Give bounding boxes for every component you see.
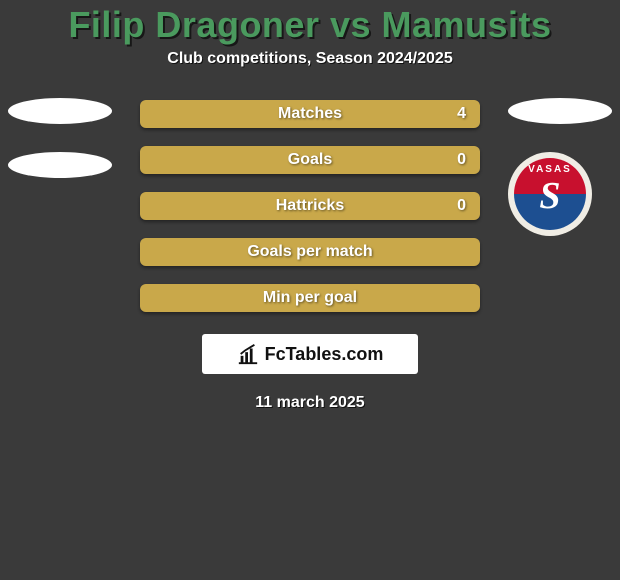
bar-value: 0 (457, 197, 466, 215)
bar-label: Goals per match (247, 243, 372, 261)
right-club-badges: VASAS S (508, 98, 612, 236)
stat-bars: Matches 4 Goals 0 Hattricks 0 Goals per … (140, 100, 480, 312)
bar-value: 0 (457, 151, 466, 169)
bar-value: 4 (457, 105, 466, 123)
bar-matches: Matches 4 (140, 100, 480, 128)
comparison-infographic: Filip Dragoner vs Mamusits Club competit… (0, 0, 620, 580)
left-club-badges (8, 98, 112, 206)
bar-goals-per-match: Goals per match (140, 238, 480, 266)
bar-label: Goals (288, 151, 332, 169)
footer-date: 11 march 2025 (255, 394, 364, 412)
bar-label: Matches (278, 105, 342, 123)
bar-hattricks: Hattricks 0 (140, 192, 480, 220)
left-badge-placeholder-2 (8, 152, 112, 178)
page-title: Filip Dragoner vs Mamusits (68, 4, 551, 46)
brand-text: FcTables.com (265, 344, 384, 365)
left-badge-placeholder-1 (8, 98, 112, 124)
right-club-crest: VASAS S (508, 152, 592, 236)
stats-area: VASAS S Matches 4 Goals 0 Hattricks 0 Go… (0, 100, 620, 312)
bar-goals: Goals 0 (140, 146, 480, 174)
subtitle: Club competitions, Season 2024/2025 (167, 50, 452, 68)
bar-min-per-goal: Min per goal (140, 284, 480, 312)
brand-badge: FcTables.com (202, 334, 418, 374)
bar-label: Min per goal (263, 289, 357, 307)
right-badge-placeholder (508, 98, 612, 124)
crest-monogram: S (539, 174, 560, 218)
bar-label: Hattricks (276, 197, 344, 215)
crest-inner: VASAS S (514, 158, 586, 230)
bar-chart-icon (237, 343, 259, 365)
